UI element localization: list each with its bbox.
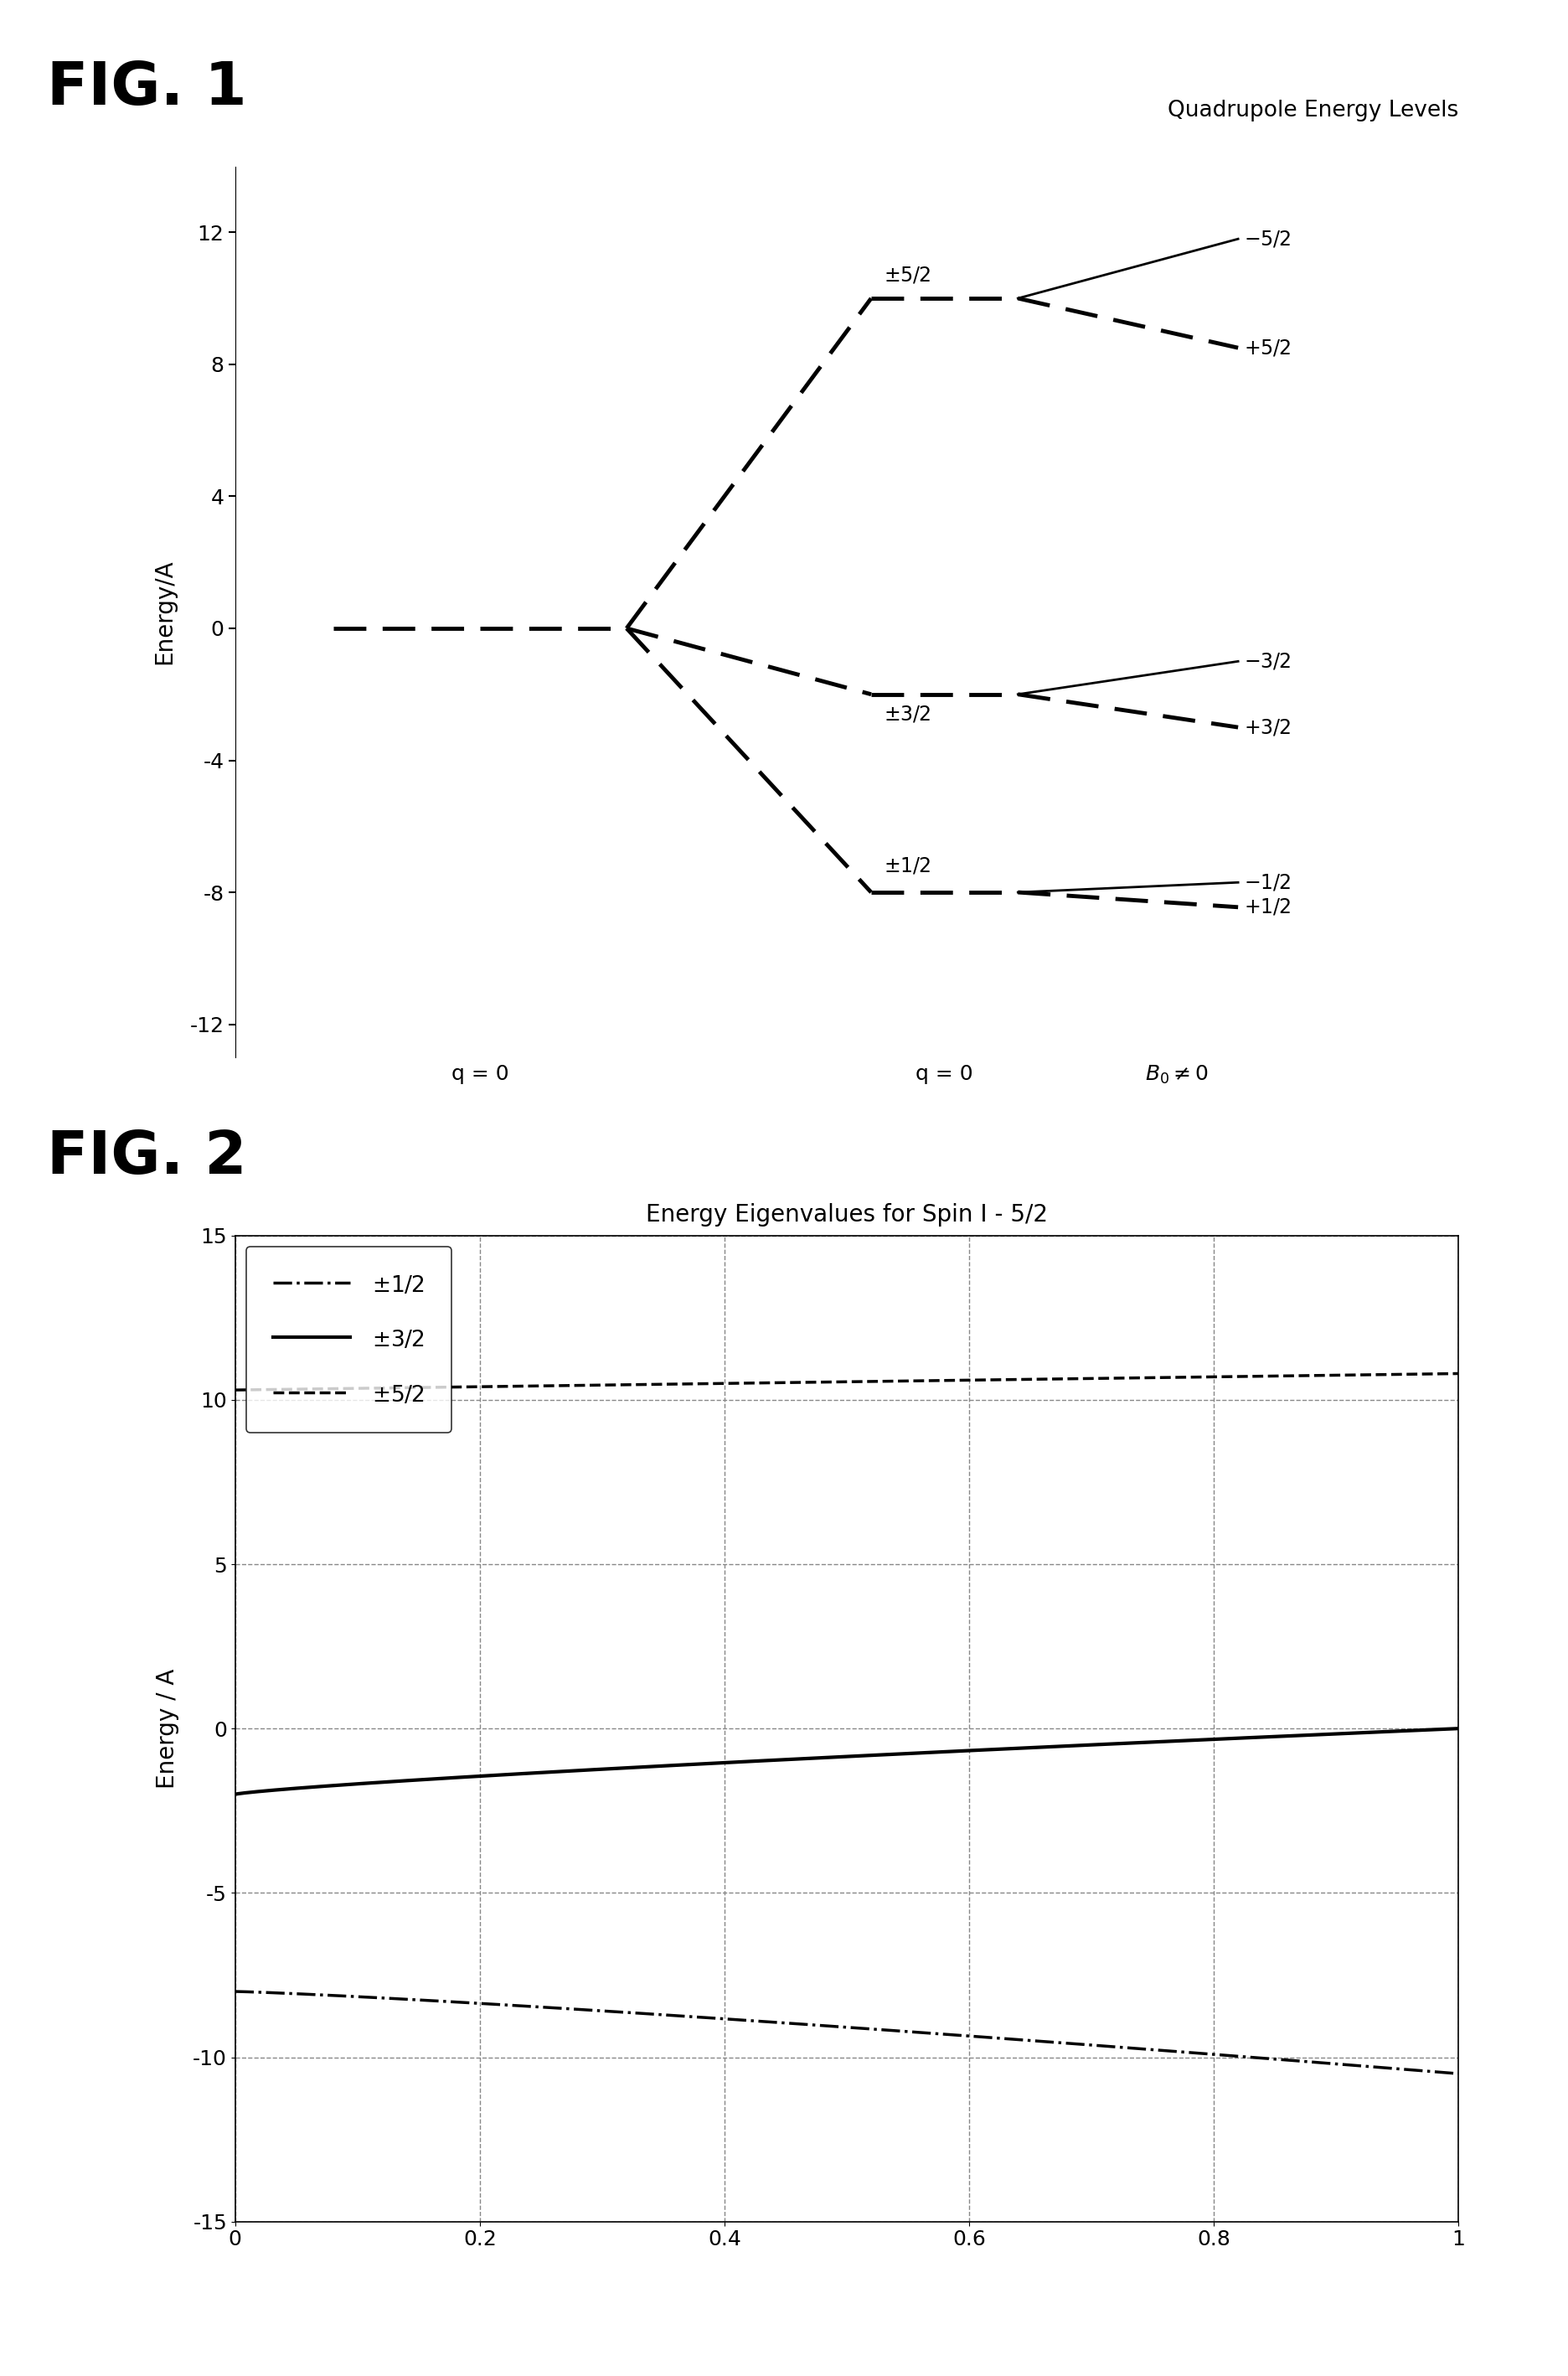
$\pm$5/2	[953, 1366, 972, 1395]
$\pm$5/2	[226, 1376, 245, 1404]
Text: q = 0: q = 0	[452, 1064, 508, 1083]
Text: $-3/2$: $-3/2$	[1245, 651, 1292, 672]
$\pm$1/2	[226, 1977, 245, 2005]
Y-axis label: Energy/A: Energy/A	[152, 558, 176, 665]
$\pm$5/2	[1228, 1361, 1247, 1390]
Text: $B_0 \neq 0$: $B_0 \neq 0$	[1145, 1064, 1209, 1086]
$\pm$1/2	[1228, 2041, 1247, 2069]
$\pm$3/2	[814, 1744, 833, 1772]
$\pm$3/2	[226, 1780, 245, 1808]
Text: Quadrupole Energy Levels: Quadrupole Energy Levels	[1168, 100, 1458, 121]
$\pm$1/2	[953, 2022, 972, 2050]
Text: $-1/2$: $-1/2$	[1245, 872, 1292, 893]
$\pm$3/2	[806, 1744, 825, 1772]
Text: $+3/2$: $+3/2$	[1245, 718, 1292, 737]
Line: $\pm$5/2: $\pm$5/2	[235, 1373, 1458, 1390]
Y-axis label: Energy / A: Energy / A	[155, 1668, 179, 1789]
$\pm$5/2	[814, 1369, 833, 1397]
$\pm$1/2	[1449, 2060, 1468, 2089]
$\pm$5/2	[806, 1369, 825, 1397]
Line: $\pm$3/2: $\pm$3/2	[235, 1730, 1458, 1794]
$\pm$5/2	[1449, 1359, 1468, 1388]
Text: $\pm$5/2: $\pm$5/2	[883, 266, 931, 285]
$\pm$3/2	[887, 1739, 906, 1768]
Text: $-5/2$: $-5/2$	[1245, 228, 1292, 249]
$\pm$1/2	[806, 2010, 825, 2039]
$\pm$1/2	[1419, 2058, 1438, 2086]
Text: $\pm$3/2: $\pm$3/2	[883, 703, 931, 725]
Text: FIG. 1: FIG. 1	[47, 59, 246, 116]
Line: $\pm$1/2: $\pm$1/2	[235, 1991, 1458, 2074]
$\pm$5/2	[1419, 1359, 1438, 1388]
$\pm$1/2	[814, 2012, 833, 2041]
$\pm$3/2	[1419, 1715, 1438, 1744]
Legend: $\pm$1/2, $\pm$3/2, $\pm$5/2: $\pm$1/2, $\pm$3/2, $\pm$5/2	[246, 1247, 452, 1433]
$\pm$1/2	[887, 2017, 906, 2046]
Title: Energy Eigenvalues for Spin I - 5/2: Energy Eigenvalues for Spin I - 5/2	[646, 1202, 1047, 1226]
Text: FIG. 2: FIG. 2	[47, 1129, 246, 1186]
$\pm$3/2	[1228, 1725, 1247, 1753]
Text: $+5/2$: $+5/2$	[1245, 337, 1292, 359]
Text: $+1/2$: $+1/2$	[1245, 898, 1292, 917]
$\pm$3/2	[953, 1737, 972, 1765]
Text: $\pm$1/2: $\pm$1/2	[883, 855, 931, 877]
$\pm$5/2	[887, 1366, 906, 1395]
Text: q = 0: q = 0	[916, 1064, 974, 1083]
$\pm$3/2	[1449, 1715, 1468, 1744]
